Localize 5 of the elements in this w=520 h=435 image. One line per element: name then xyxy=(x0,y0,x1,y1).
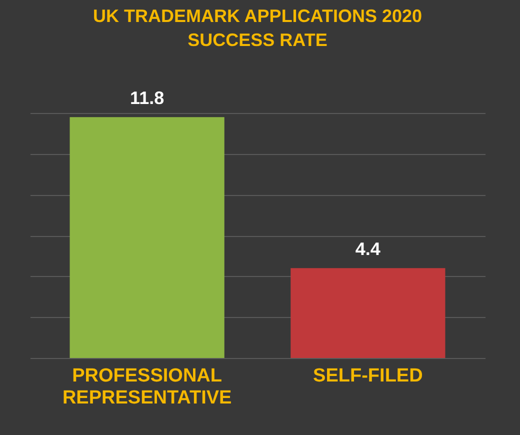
chart-title: UK TRADEMARK APPLICATIONS 2020 SUCCESS RATE xyxy=(92,6,422,50)
x-tick-label: SELF-FILED xyxy=(313,366,423,386)
x-tick-label: PROFESSIONAL REPRESENTATIVE xyxy=(62,366,232,408)
data-label: 4.4 xyxy=(355,239,380,260)
data-label: 11.8 xyxy=(130,88,164,108)
